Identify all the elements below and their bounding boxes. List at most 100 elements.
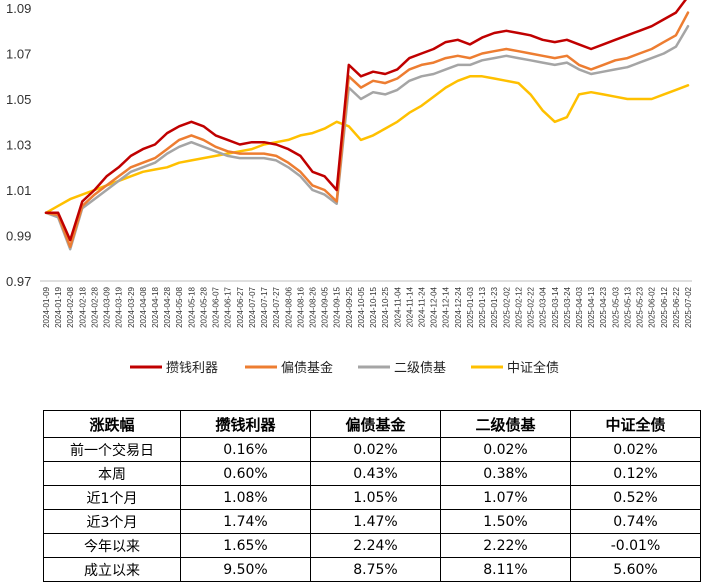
x-tick-label: 2025-01-23 [490, 286, 499, 327]
x-tick-label: 2025-03-24 [563, 286, 572, 327]
table-row: 前一个交易日 0.16% 0.02% 0.02% 0.02% [43, 437, 701, 462]
x-tick-label: 2025-06-22 [672, 286, 681, 327]
table-row: 近3个月 1.74% 1.47% 1.50% 0.74% [43, 509, 701, 534]
y-tick-label: 1.09 [6, 1, 31, 16]
x-tick-label: 2025-03-14 [551, 286, 560, 327]
table-cell: 0.38% [440, 461, 571, 486]
table-row: 本周 0.60% 0.43% 0.38% 0.12% [43, 461, 701, 486]
x-tick-label: 2024-08-06 [284, 286, 293, 327]
x-tick-label: 2024-09-25 [345, 286, 354, 327]
table-cell: 0.02% [570, 437, 701, 462]
x-tick-label: 2024-07-27 [272, 286, 281, 327]
x-tick-label: 2025-05-23 [636, 286, 645, 327]
table-header-cell: 二级债基 [440, 410, 571, 438]
x-tick-label: 2025-07-02 [684, 286, 693, 327]
series-line [44, 75, 690, 215]
table-cell: 0.60% [180, 461, 311, 486]
x-tick-label: 2024-03-09 [103, 286, 112, 327]
table-cell-period: 今年以来 [43, 533, 181, 558]
table-cell: 5.60% [570, 557, 701, 582]
x-tick-label: 2025-05-03 [611, 286, 620, 327]
table-header-cell: 涨跌幅 [43, 410, 181, 438]
x-tick-label: 2024-11-14 [405, 286, 414, 327]
x-tick-label: 2025-02-02 [502, 286, 511, 327]
x-tick-label: 2024-12-24 [454, 286, 463, 327]
table-cell: 0.02% [440, 437, 571, 462]
x-tick-label: 2024-10-05 [357, 286, 366, 327]
x-tick-label: 2025-02-12 [514, 286, 523, 327]
table-cell: 1.05% [310, 485, 441, 510]
line-chart: 0.970.991.011.031.051.071.09 2024-01-09 2… [6, 0, 693, 376]
table-header-cell: 攒钱利器 [180, 410, 311, 438]
table-cell: 0.12% [570, 461, 701, 486]
x-tick-label: 2024-04-28 [163, 286, 172, 327]
x-tick-label: 2024-02-28 [90, 286, 99, 327]
table-cell: 0.02% [310, 437, 441, 462]
x-tick-label: 2025-01-03 [466, 286, 475, 327]
table-cell: 1.65% [180, 533, 311, 558]
series-line [44, 24, 690, 251]
x-tick-label: 2024-02-08 [66, 286, 75, 327]
x-tick-label: 2024-11-04 [393, 286, 402, 327]
x-tick-label: 2024-06-27 [236, 286, 245, 327]
y-tick-label: 0.99 [6, 229, 31, 244]
table-cell: 0.43% [310, 461, 441, 486]
legend-label: 攒钱利器 [166, 361, 218, 376]
y-tick-label: 0.97 [6, 274, 31, 289]
table-cell: 0.16% [180, 437, 311, 462]
x-tick-label: 2025-06-02 [648, 286, 657, 327]
table-cell-period: 本周 [43, 461, 181, 486]
table-row: 今年以来 1.65% 2.24% 2.22% -0.01% [43, 533, 701, 558]
x-tick-label: 2024-06-07 [212, 286, 221, 327]
x-tick-label: 2025-04-03 [575, 286, 584, 327]
x-tick-label: 2024-05-18 [187, 286, 196, 327]
table-cell: 0.52% [570, 485, 701, 510]
table-row: 成立以来 9.50% 8.75% 8.11% 5.60% [43, 557, 701, 582]
x-tick-label: 2024-01-09 [42, 286, 51, 327]
x-tick-label: 2024-04-08 [139, 286, 148, 327]
legend-label: 二级债基 [394, 361, 446, 376]
x-tick-label: 2024-10-15 [369, 286, 378, 327]
x-tick-label: 2025-01-13 [478, 286, 487, 327]
x-tick-label: 2024-01-19 [54, 286, 63, 327]
x-tick-label: 2024-05-28 [199, 286, 208, 327]
table-cell-period: 近3个月 [43, 509, 181, 534]
table-cell: 8.75% [310, 557, 441, 582]
x-tick-label: 2025-04-23 [599, 286, 608, 327]
performance-table: 涨跌幅 攒钱利器 偏债基金 二级债基 中证全债 前一个交易日 0.16% 0.0… [43, 410, 701, 582]
x-tick-label: 2024-03-19 [115, 286, 124, 327]
x-tick-label: 2024-08-26 [308, 286, 317, 327]
table-row: 近1个月 1.08% 1.05% 1.07% 0.52% [43, 485, 701, 510]
y-tick-label: 1.03 [6, 138, 31, 153]
table-cell-period: 成立以来 [43, 557, 181, 582]
legend-label: 偏债基金 [281, 360, 333, 376]
x-tick-label: 2024-09-15 [333, 286, 342, 327]
y-tick-label: 1.05 [6, 92, 31, 107]
table-cell: 1.08% [180, 485, 311, 510]
table-header-cell: 偏债基金 [310, 410, 441, 438]
table-cell: 8.11% [440, 557, 571, 582]
x-tick-label: 2025-06-12 [660, 286, 669, 327]
x-tick-label: 2024-10-25 [381, 286, 390, 327]
table-cell: 1.50% [440, 509, 571, 534]
table-cell: 2.22% [440, 533, 571, 558]
x-tick-label: 2024-07-07 [248, 286, 257, 327]
y-tick-label: 1.01 [6, 183, 31, 198]
table-cell-period: 前一个交易日 [43, 437, 181, 462]
x-tick-label: 2025-05-13 [623, 286, 632, 327]
table-cell: 1.47% [310, 509, 441, 534]
x-tick-label: 2024-04-18 [151, 286, 160, 327]
table-header-cell: 中证全债 [570, 410, 701, 438]
x-axis: 2024-01-09 2024-01-19 2024-02-08 2024-02-18… [40, 280, 693, 328]
legend: 攒钱利器 偏债基金 二级债基 中证全债 [130, 360, 559, 376]
table-cell: 0.74% [570, 509, 701, 534]
table-cell: -0.01% [570, 533, 701, 558]
x-tick-label: 2024-07-17 [260, 286, 269, 327]
table-cell: 1.07% [440, 485, 571, 510]
series-line [44, 0, 687, 242]
series-line [44, 11, 690, 249]
x-tick-label: 2024-12-14 [442, 286, 451, 327]
x-tick-label: 2024-03-29 [127, 286, 136, 327]
table-cell: 2.24% [310, 533, 441, 558]
table-cell-period: 近1个月 [43, 485, 181, 510]
